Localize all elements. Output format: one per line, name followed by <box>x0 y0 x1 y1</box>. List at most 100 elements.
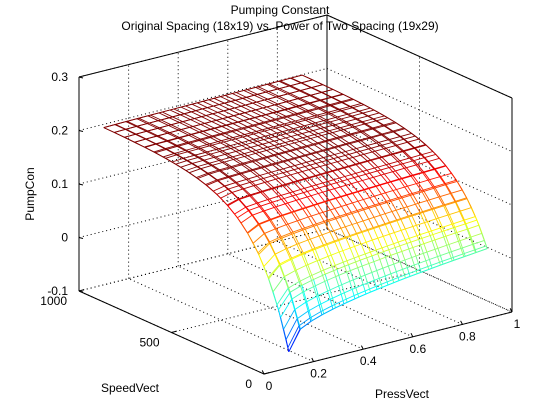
mesh-segment <box>215 145 228 150</box>
mesh-segment <box>147 130 159 137</box>
mesh-segment <box>321 91 332 98</box>
mesh-segment <box>423 239 436 245</box>
mesh-segment <box>345 121 355 128</box>
mesh-segment <box>379 184 386 194</box>
z-axis-label: PumpCon <box>23 167 37 220</box>
mesh-segment <box>445 232 458 237</box>
mesh-segment <box>417 203 424 213</box>
mesh-segment <box>311 87 323 93</box>
mesh-segment <box>328 189 336 199</box>
mesh-segment <box>397 197 409 217</box>
mesh-segment <box>357 115 369 120</box>
mesh-segment <box>409 193 421 213</box>
mesh-segment <box>377 163 390 168</box>
mesh-segment <box>287 325 300 348</box>
mesh-segment <box>331 170 343 182</box>
mesh-segment <box>148 122 160 129</box>
mesh-segment <box>439 158 447 166</box>
mesh-segment <box>235 138 247 145</box>
y-axis-label: SpeedVect <box>101 381 160 395</box>
mesh-segment <box>103 124 115 129</box>
mesh-segment <box>186 139 198 144</box>
mesh-segment <box>301 133 311 139</box>
mesh-segment <box>260 134 272 139</box>
mesh-segment <box>219 130 232 135</box>
mesh-segment <box>195 147 206 153</box>
mesh-segment <box>263 155 275 160</box>
mesh-segment <box>268 83 280 90</box>
mesh-segment <box>153 148 165 153</box>
mesh-segment <box>383 251 395 283</box>
mesh-segment <box>168 122 180 126</box>
mesh-segment <box>306 114 318 119</box>
mesh-segment <box>442 223 454 228</box>
mesh-segment <box>316 219 329 225</box>
grid-line-z <box>326 68 513 152</box>
mesh-segment <box>267 98 278 105</box>
mesh-segment <box>282 160 291 168</box>
grid-line-z <box>326 14 513 99</box>
mesh-segment <box>319 209 331 214</box>
mesh-segment <box>269 238 281 245</box>
mesh-segment <box>318 104 331 108</box>
mesh-segment <box>311 150 324 155</box>
mesh-segment <box>399 175 412 181</box>
mesh-segment <box>134 141 145 148</box>
mesh-segment <box>268 172 277 180</box>
mesh-segment <box>238 169 250 174</box>
mesh-segment <box>329 105 341 112</box>
mesh-segment <box>341 202 353 207</box>
mesh-segment <box>373 128 383 135</box>
mesh-segment <box>246 86 259 91</box>
mesh-segment <box>293 128 303 134</box>
mesh-segment <box>318 183 331 189</box>
mesh-segment <box>418 239 430 270</box>
mesh-segment <box>156 132 168 137</box>
mesh-segment <box>294 207 307 213</box>
mesh-segment <box>252 124 263 131</box>
mesh-segment <box>187 156 200 161</box>
mesh-segment <box>218 104 230 110</box>
mesh-segment <box>176 151 189 156</box>
mesh-segment <box>225 130 238 135</box>
mesh-segment <box>267 83 278 90</box>
mesh-segment <box>321 88 334 93</box>
mesh-segment <box>335 276 340 287</box>
mesh-segment <box>234 107 245 114</box>
mesh-segment <box>313 273 326 280</box>
mesh-segment <box>312 130 322 136</box>
mesh-segment <box>280 131 293 136</box>
mesh-segment <box>364 290 367 295</box>
mesh-segment <box>420 264 432 270</box>
mesh-segment <box>470 232 483 238</box>
mesh-segment <box>307 107 320 111</box>
mesh-segment <box>311 182 323 187</box>
mesh-segment <box>278 195 286 205</box>
mesh-segment <box>264 163 277 168</box>
mesh-segment <box>302 208 309 218</box>
mesh-segment <box>374 150 383 158</box>
mesh-segment <box>401 194 414 199</box>
mesh-segment <box>336 269 348 303</box>
mesh-segment <box>283 114 296 119</box>
mesh-segment <box>321 161 333 172</box>
mesh-segment <box>162 111 173 118</box>
mesh-segment <box>291 229 303 235</box>
mesh-segment <box>311 185 319 194</box>
mesh-segment <box>272 276 285 292</box>
mesh-segment <box>338 235 351 241</box>
mesh-segment <box>374 195 381 205</box>
mesh-segment <box>271 160 283 165</box>
mesh-segment <box>340 228 347 239</box>
mesh-segment <box>256 101 267 108</box>
z-tick-label: -0.1 <box>47 284 68 298</box>
mesh-segment <box>249 166 261 171</box>
mesh-segment <box>330 159 343 164</box>
mesh-segment <box>456 181 463 191</box>
mesh-segment <box>429 235 441 266</box>
mesh-segment <box>376 284 389 290</box>
mesh-segment <box>266 103 278 108</box>
mesh-segment <box>283 309 295 330</box>
x-tick-label: 0.6 <box>409 342 426 356</box>
